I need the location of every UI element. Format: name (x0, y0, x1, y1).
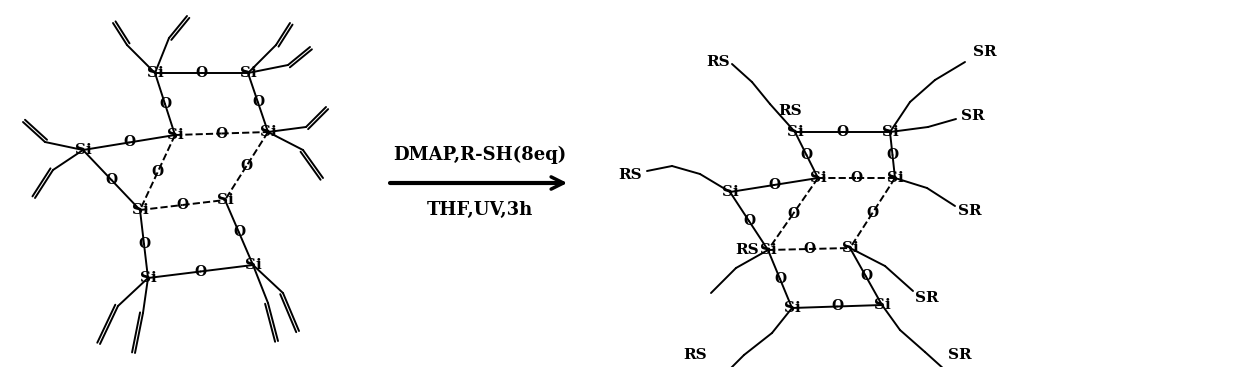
Text: O: O (743, 214, 755, 228)
Text: Si: Si (259, 125, 277, 139)
Text: O: O (196, 66, 207, 80)
Text: SR: SR (973, 45, 997, 59)
Text: O: O (233, 225, 246, 240)
Text: O: O (138, 237, 150, 251)
Text: O: O (123, 135, 135, 149)
Text: O: O (159, 97, 171, 111)
Text: RS: RS (779, 104, 802, 118)
Text: Si: Si (760, 243, 776, 257)
Text: O: O (151, 166, 164, 179)
Text: O: O (768, 178, 780, 192)
Text: O: O (176, 198, 188, 212)
Text: Si: Si (166, 128, 184, 142)
Text: Si: Si (239, 66, 257, 80)
Text: Si: Si (146, 66, 164, 80)
Text: SR: SR (949, 348, 972, 362)
Text: Si: Si (874, 298, 890, 312)
Text: Si: Si (722, 185, 738, 199)
Text: O: O (887, 148, 899, 162)
Text: Si: Si (810, 171, 826, 185)
Text: O: O (105, 173, 118, 187)
Text: Si: Si (74, 143, 92, 157)
Text: SR: SR (961, 109, 985, 123)
Text: Si: Si (217, 193, 233, 207)
Text: DMAP,R-SH(8eq): DMAP,R-SH(8eq) (393, 146, 567, 164)
Text: O: O (216, 127, 228, 141)
Text: Si: Si (131, 203, 149, 217)
Text: O: O (241, 159, 253, 173)
Text: RS: RS (707, 55, 730, 69)
Text: Si: Si (244, 258, 262, 272)
Text: O: O (831, 299, 843, 313)
Text: Si: Si (786, 125, 804, 139)
Text: RS: RS (683, 348, 707, 362)
Text: O: O (804, 242, 815, 256)
Text: SR: SR (915, 291, 939, 305)
Text: Si: Si (784, 301, 800, 315)
Text: Si: Si (882, 125, 898, 139)
Text: O: O (801, 148, 812, 162)
Text: Si: Si (887, 171, 904, 185)
Text: Si: Si (842, 241, 858, 255)
Text: RS: RS (619, 168, 642, 182)
Text: SR: SR (959, 204, 982, 218)
Text: O: O (195, 265, 207, 279)
Text: Si: Si (140, 271, 156, 285)
Text: THF,UV,3h: THF,UV,3h (427, 201, 533, 219)
Text: O: O (867, 206, 879, 220)
Text: O: O (774, 272, 786, 286)
Text: O: O (837, 125, 848, 139)
Text: O: O (851, 171, 863, 185)
Text: O: O (787, 207, 799, 221)
Text: O: O (252, 95, 264, 109)
Text: RS: RS (735, 243, 759, 257)
Text: O: O (859, 269, 872, 283)
